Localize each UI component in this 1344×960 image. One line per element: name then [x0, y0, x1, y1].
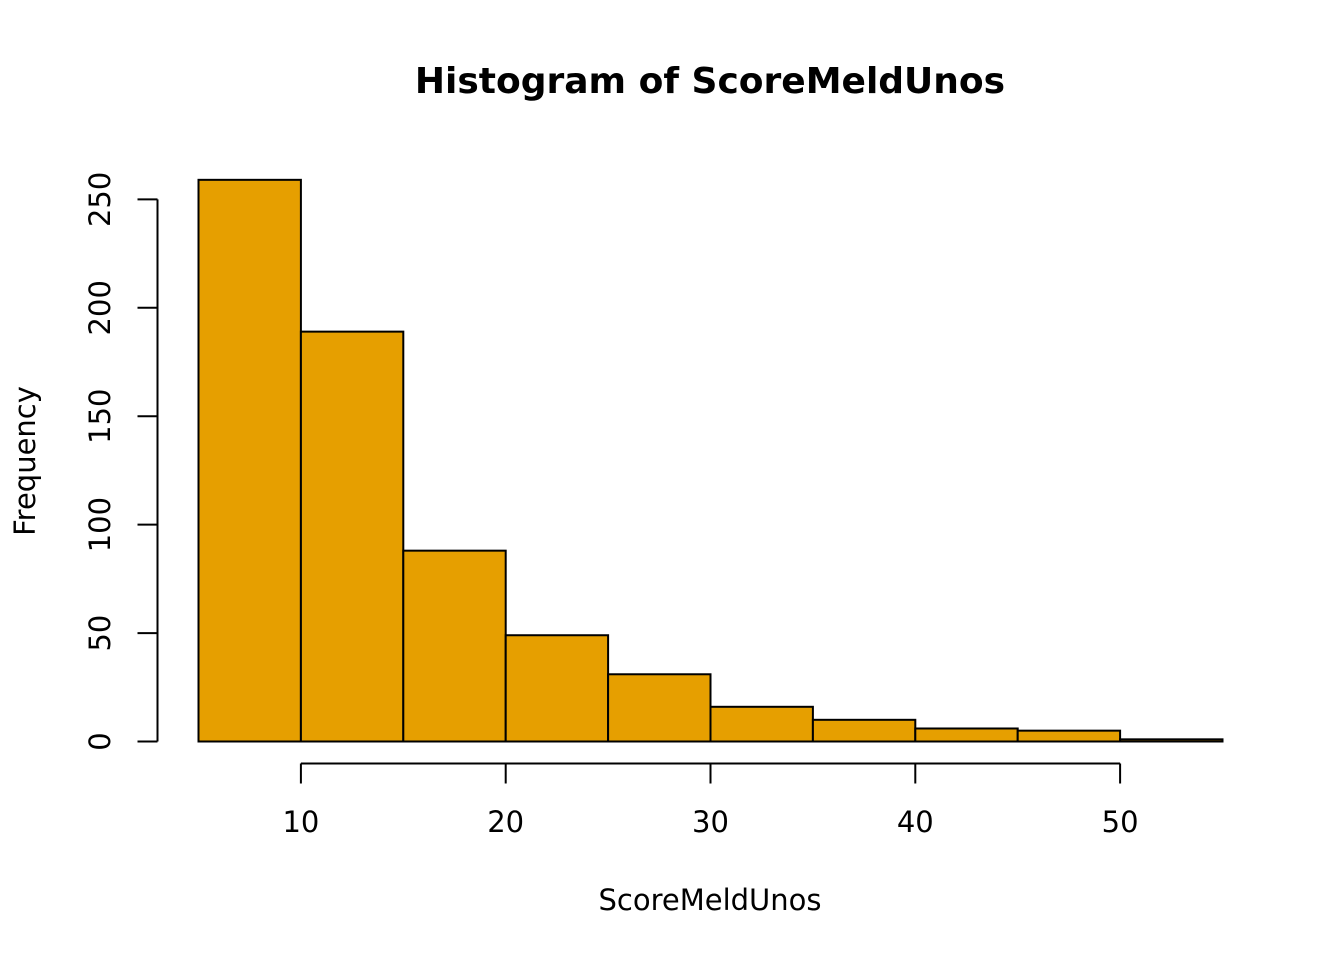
histogram-bar: [299, 330, 405, 743]
chart-title: Histogram of ScoreMeldUnos: [415, 61, 1005, 102]
y-tick-label: 0: [83, 732, 117, 750]
x-axis-label: ScoreMeldUnos: [598, 883, 821, 917]
histogram-bar: [709, 705, 814, 743]
y-tick-label: 50: [83, 615, 117, 652]
y-axis-label: Frequency: [8, 386, 42, 536]
y-axis: 0 50 100 150 200 250: [83, 172, 159, 751]
x-tick-label: 10: [282, 805, 319, 839]
x-tick-label: 20: [487, 805, 524, 839]
x-tick-label: 30: [692, 805, 729, 839]
x-tick-label: 40: [897, 805, 934, 839]
histogram-bar: [811, 718, 917, 743]
histogram-bar: [1016, 729, 1122, 743]
histogram-bar: [197, 178, 302, 743]
histogram-bar: [914, 727, 1019, 743]
y-tick-label: 100: [83, 497, 117, 552]
histogram-bar: [1119, 738, 1224, 743]
histogram-bar: [607, 673, 712, 743]
histogram-bar: [504, 634, 610, 743]
y-tick-label: 250: [83, 172, 117, 227]
y-tick-label: 150: [83, 389, 117, 444]
bars-group: [197, 178, 1224, 743]
histogram-bar: [402, 549, 507, 743]
x-tick-label: 50: [1102, 805, 1139, 839]
x-axis: 10 20 30 40 50: [282, 762, 1139, 839]
y-tick-label: 200: [83, 280, 117, 335]
